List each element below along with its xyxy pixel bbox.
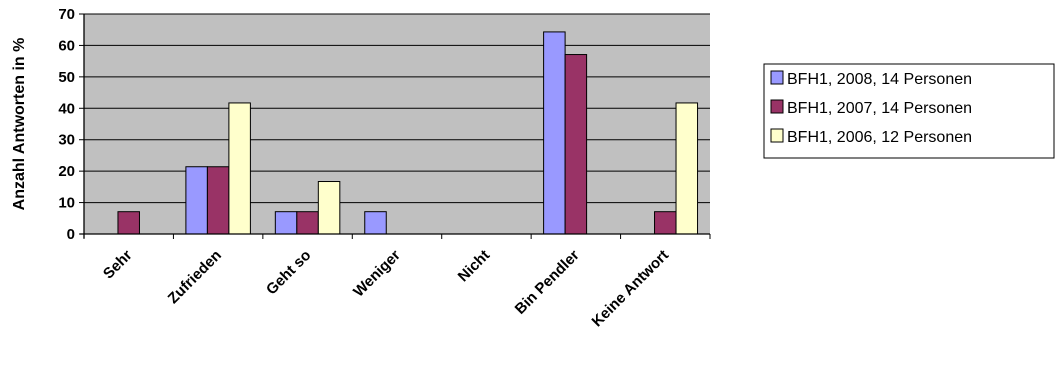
legend-swatch — [770, 128, 784, 143]
x-tick-label: Zufrieden — [165, 247, 225, 307]
bar — [274, 211, 298, 235]
legend-label: BFH1, 2006, 12 Personen — [787, 129, 972, 146]
bar — [206, 166, 230, 235]
plot-area — [84, 14, 710, 234]
bar — [317, 181, 341, 235]
x-tick-label: Weniger — [350, 247, 404, 301]
bar — [675, 102, 699, 235]
bar — [364, 211, 387, 235]
legend-label: BFH1, 2007, 14 Personen — [787, 100, 972, 117]
legend-swatch — [770, 70, 784, 85]
y-tick-label: 20 — [58, 163, 75, 180]
y-tick-label: 70 — [58, 6, 75, 23]
legend-box — [763, 63, 1055, 159]
bar — [117, 211, 140, 235]
bar — [228, 102, 251, 235]
bar — [654, 211, 677, 235]
y-tick-label: 30 — [58, 132, 75, 149]
legend-swatch — [770, 99, 784, 114]
legend-label: BFH1, 2008, 14 Personen — [787, 71, 972, 88]
y-axis-label: Anzahl Antworten in % — [11, 38, 28, 211]
bar — [185, 166, 208, 235]
y-tick-label: 10 — [58, 195, 75, 212]
bar — [296, 211, 319, 235]
bar — [564, 54, 588, 235]
y-tick-label: 60 — [58, 37, 75, 54]
y-tick-label: 50 — [58, 69, 75, 86]
y-tick-label: 40 — [58, 100, 75, 117]
bar — [543, 31, 566, 235]
x-tick-label: Bin Pendler — [512, 247, 583, 318]
y-tick-label: 0 — [67, 226, 75, 243]
x-tick-label: Geht so — [263, 247, 315, 299]
x-tick-label: Nicht — [455, 247, 494, 286]
x-tick-label: Sehr — [100, 247, 136, 283]
legend: BFH1, 2008, 14 Personen BFH1, 2007, 14 Pe… — [763, 63, 1055, 159]
x-tick-label: Keine Antwort — [589, 247, 673, 331]
